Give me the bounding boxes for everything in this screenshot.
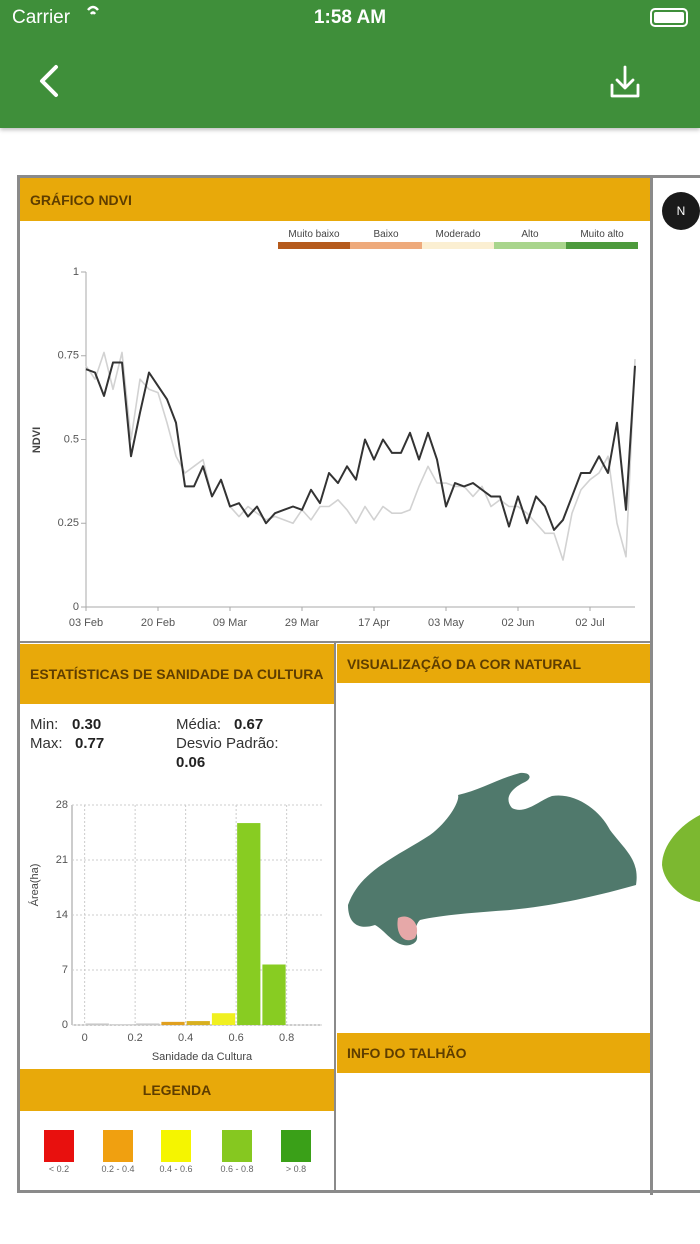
stat-value: 0.06 bbox=[176, 754, 206, 771]
y-tick-label: 14 bbox=[56, 909, 68, 921]
stat-value: 0.30 bbox=[72, 716, 102, 733]
legend-swatch bbox=[222, 1130, 252, 1162]
field-image-spot bbox=[397, 916, 418, 941]
stat-label: Max: bbox=[30, 735, 63, 752]
stat-label: Média: bbox=[176, 716, 222, 733]
histogram-bar bbox=[136, 1023, 160, 1025]
stat-value: 0.77 bbox=[75, 735, 105, 752]
legend-swatch bbox=[44, 1130, 74, 1162]
stat-label: Desvio Padrão: bbox=[176, 735, 279, 752]
x-tick-label: 0.8 bbox=[279, 1032, 294, 1044]
stat-value: 0.67 bbox=[234, 716, 264, 733]
column-divider bbox=[334, 641, 336, 1193]
panel-header: GRÁFICO NDVI bbox=[20, 178, 650, 221]
legend-label: Moderado bbox=[435, 229, 480, 240]
y-tick-label: 28 bbox=[56, 799, 68, 811]
legend-swatch bbox=[494, 242, 566, 249]
legend-label: > 0.8 bbox=[286, 1164, 306, 1174]
x-tick-label: 0.6 bbox=[228, 1032, 243, 1044]
report-frame bbox=[17, 175, 700, 1193]
app-bar-icons bbox=[40, 5, 688, 98]
legend-label: Alto bbox=[521, 229, 539, 240]
histogram-bar bbox=[110, 1024, 135, 1025]
x-tick-label: 17 Apr bbox=[358, 617, 390, 629]
download-button[interactable] bbox=[610, 65, 640, 98]
carrier: Carrier bbox=[12, 7, 71, 28]
y-tick-label: 21 bbox=[56, 854, 68, 866]
y-tick-label: 0.5 bbox=[64, 433, 79, 445]
column-divider bbox=[650, 175, 653, 1195]
panel-header: VISUALIZAÇÃO DA COR NATURAL bbox=[337, 644, 650, 683]
compass-label: N bbox=[677, 204, 686, 218]
y-tick-label: 1 bbox=[73, 266, 79, 278]
legend-swatch bbox=[161, 1130, 191, 1162]
compass bbox=[662, 192, 700, 230]
legend-label: < 0.2 bbox=[49, 1164, 69, 1174]
panel-header: ESTATÍSTICAS DE SANIDADE DA CULTURA bbox=[20, 644, 334, 704]
legend-swatch bbox=[350, 242, 422, 249]
ndvi-line bbox=[85, 351, 636, 561]
histogram-bar bbox=[186, 1021, 210, 1025]
x-tick-label: 0.2 bbox=[127, 1032, 142, 1044]
ndvi-line bbox=[85, 361, 636, 531]
x-tick-label: 03 Feb bbox=[69, 617, 103, 629]
legend-swatch bbox=[422, 242, 494, 249]
histogram-bar bbox=[85, 1023, 109, 1025]
legend-label: 0.6 - 0.8 bbox=[220, 1164, 253, 1174]
y-axis-label: NDVI bbox=[31, 427, 43, 453]
x-tick-label: 02 Jul bbox=[575, 617, 604, 629]
x-tick-label: 03 May bbox=[428, 617, 465, 629]
y-tick-label: 0.75 bbox=[58, 350, 79, 362]
legend-swatch bbox=[278, 242, 350, 249]
legend-label: Muito baixo bbox=[288, 229, 340, 240]
legend-swatch bbox=[281, 1130, 311, 1162]
panel-header: LEGENDA bbox=[20, 1069, 334, 1111]
panel-header: INFO DO TALHÃO bbox=[337, 1033, 650, 1073]
legend-label: Baixo bbox=[373, 229, 398, 240]
legend-swatch bbox=[103, 1130, 133, 1162]
x-tick-label: 20 Feb bbox=[141, 617, 175, 629]
x-tick-label: 0 bbox=[82, 1032, 88, 1044]
field-image-partial bbox=[662, 815, 700, 902]
y-tick-label: 0 bbox=[73, 601, 79, 613]
app-bar bbox=[0, 0, 700, 128]
histogram-bar bbox=[161, 1021, 185, 1025]
legend-label: 0.2 - 0.4 bbox=[101, 1164, 134, 1174]
x-tick-label: 29 Mar bbox=[285, 617, 320, 629]
x-tick-label: 09 Mar bbox=[213, 617, 248, 629]
x-tick-label: 02 Jun bbox=[501, 617, 534, 629]
battery-icon bbox=[650, 8, 688, 27]
field-image bbox=[348, 772, 637, 946]
clock: 1:58 AM bbox=[313, 7, 387, 28]
histogram-bar bbox=[211, 1013, 236, 1025]
x-axis-label: Sanidade da Cultura bbox=[152, 1051, 253, 1063]
legend-label: Muito alto bbox=[580, 229, 624, 240]
y-axis-label: Área(ha) bbox=[28, 864, 41, 907]
histogram-bar bbox=[262, 964, 286, 1025]
stat-label: Min: bbox=[30, 716, 59, 733]
legend-label: 0.4 - 0.6 bbox=[159, 1164, 192, 1174]
y-tick-label: 0.25 bbox=[58, 517, 79, 529]
legend-swatch bbox=[566, 242, 638, 249]
y-tick-label: 7 bbox=[62, 964, 68, 976]
histogram-bar bbox=[237, 823, 261, 1025]
x-tick-label: 0.4 bbox=[178, 1032, 193, 1044]
back-button[interactable] bbox=[40, 65, 58, 97]
wifi-icon bbox=[87, 5, 99, 15]
y-tick-label: 0 bbox=[62, 1019, 68, 1031]
battery-level bbox=[654, 12, 684, 23]
